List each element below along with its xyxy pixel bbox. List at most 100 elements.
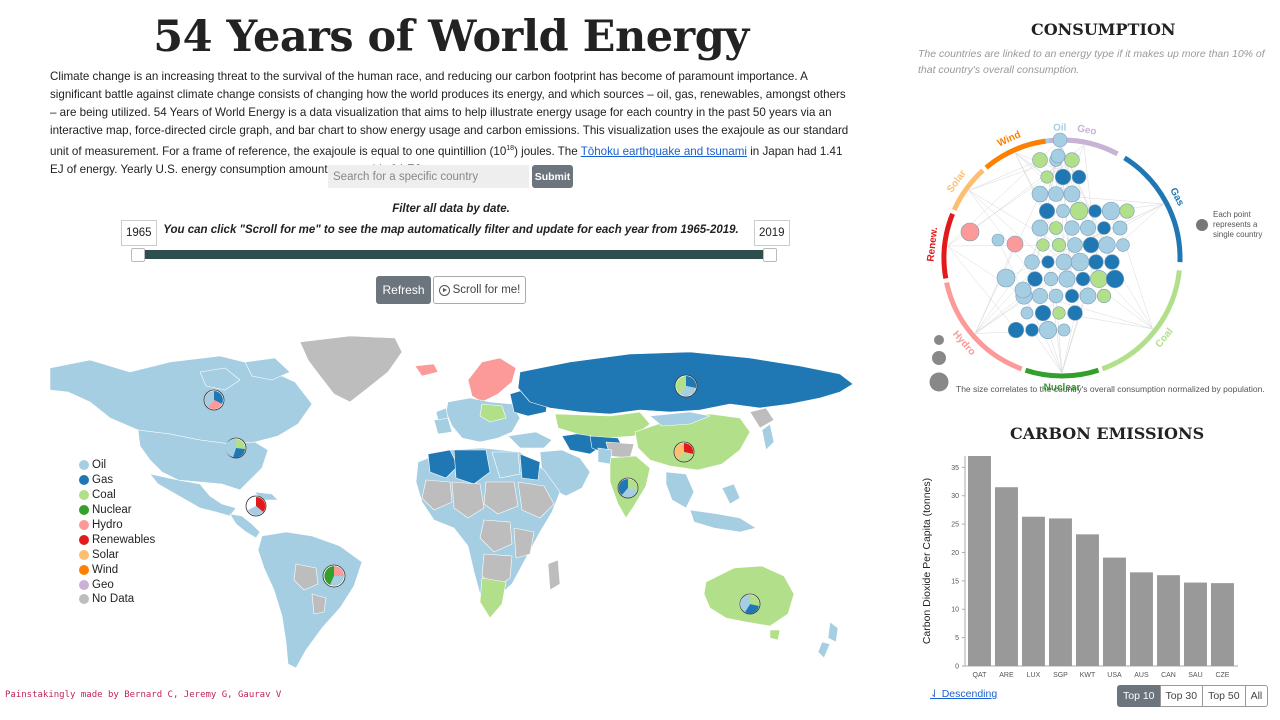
intro-text: Climate change is an increasing threat t…	[50, 70, 849, 158]
map-country	[491, 451, 521, 479]
refresh-button[interactable]: Refresh	[376, 276, 431, 304]
consumption-circle-graph[interactable]: Oil Gas Coal Nuclear Hydro Renew. Solar Wind Geo	[920, 90, 1280, 400]
slider-end-handle[interactable]	[763, 248, 777, 262]
tohoku-link[interactable]: Tōhoku earthquake and tsunami	[580, 144, 747, 158]
y-tick-label: 25	[951, 522, 959, 529]
country-bubble	[1067, 237, 1083, 253]
country-bubble	[1071, 169, 1087, 185]
year-range-slider[interactable]	[137, 250, 770, 259]
filter-title: Filter all data by date.	[392, 203, 510, 215]
legend-item-no-data: No Data	[79, 592, 155, 607]
scroll-for-me-button[interactable]: Scroll for me!	[433, 276, 526, 304]
map-country	[649, 411, 711, 427]
map-legend: Oil Gas Coal Nuclear Hydro Renewables So…	[79, 458, 155, 607]
y-tick-label: 0	[955, 664, 959, 671]
country-link-line	[968, 190, 1036, 280]
map-country	[229, 513, 261, 539]
map-country	[749, 407, 775, 429]
end-year-label: 2019	[754, 220, 790, 246]
consumption-title: CONSUMPTION	[1031, 20, 1176, 39]
country-bubble	[1082, 236, 1100, 254]
country-search-input[interactable]	[328, 165, 529, 188]
top-30-button[interactable]: Top 30	[1159, 685, 1204, 707]
map-country	[665, 471, 695, 509]
intro-exponent: 18	[506, 145, 515, 152]
carbon-bar-chart: Carbon Dioxide Per Capita (tonnes) 0 5 10 15…	[918, 446, 1243, 686]
sort-label: Descending	[941, 688, 998, 700]
country-link-line	[1031, 329, 1063, 374]
country-bubble	[1048, 186, 1064, 202]
legend-swatch	[79, 460, 89, 471]
legend-label: Renewables	[92, 533, 156, 546]
map-country	[479, 403, 507, 423]
energy-arc-label: Nuclear	[1044, 383, 1081, 394]
energy-arc-label: Oil	[1053, 123, 1067, 134]
country-bubble	[996, 268, 1016, 288]
country-bubble	[1014, 281, 1032, 299]
sort-descending-link[interactable]: ⇃ Descending	[930, 688, 998, 700]
bar-kwt	[1076, 534, 1099, 666]
country-bubble	[1067, 305, 1083, 321]
map-country	[817, 641, 831, 659]
legend-item-gas: Gas	[79, 473, 155, 488]
legend-label: No Data	[92, 593, 135, 606]
legend-item-renewables: Renewables	[79, 532, 155, 547]
energy-arc-gas	[1123, 155, 1183, 263]
pie-glyph-china	[673, 441, 695, 463]
energy-arc-wind	[984, 138, 1046, 170]
legend-swatch	[79, 475, 89, 486]
submit-button[interactable]: Submit	[532, 165, 573, 188]
legend-swatch	[79, 505, 89, 516]
x-tick-label: AUS	[1134, 672, 1149, 679]
country-bubble	[1006, 235, 1024, 253]
size-legend-circle	[934, 335, 944, 345]
country-bubble	[1050, 148, 1066, 164]
map-country	[421, 479, 453, 511]
country-bubble	[1088, 254, 1104, 270]
bar-can	[1157, 575, 1180, 666]
point-note: Each point represents a single country	[1196, 210, 1269, 240]
map-country	[293, 563, 319, 591]
pie-glyph-canada	[203, 389, 225, 411]
country-bubble	[1101, 201, 1121, 221]
country-bubble	[991, 233, 1005, 247]
bar-aus	[1130, 572, 1153, 666]
search-bar: Submit	[328, 165, 573, 188]
country-bubble	[1052, 132, 1068, 148]
country-bubble	[1056, 204, 1070, 218]
country-bubble	[1064, 152, 1080, 168]
country-bubble	[1088, 204, 1102, 218]
legend-item-nuclear: Nuclear	[79, 503, 155, 518]
all-button[interactable]: All	[1244, 685, 1269, 707]
legend-label: Wind	[92, 563, 119, 576]
legend-item-oil: Oil	[79, 458, 155, 473]
legend-label: Oil	[92, 459, 107, 472]
map-country	[414, 363, 439, 377]
world-map[interactable]	[49, 332, 854, 678]
legend-item-coal: Coal	[79, 488, 155, 503]
energy-arc-nuclear	[1024, 367, 1100, 379]
x-tick-label: SGP	[1053, 672, 1068, 679]
slider-start-handle[interactable]	[131, 248, 145, 262]
country-bubble	[1054, 168, 1072, 186]
country-bubble	[1032, 152, 1048, 168]
y-tick-label: 30	[951, 493, 959, 500]
top-50-button[interactable]: Top 50	[1202, 685, 1246, 707]
country-bubble	[1098, 236, 1116, 254]
map-country	[547, 559, 561, 591]
map-country	[427, 449, 459, 479]
top-10-button[interactable]: Top 10	[1117, 685, 1161, 707]
map-country	[199, 367, 241, 391]
country-bubble	[1064, 220, 1080, 236]
legend-item-hydro: Hydro	[79, 518, 155, 533]
x-tick-label: KWT	[1080, 672, 1096, 679]
bar-qat	[968, 456, 991, 666]
country-bubble	[1025, 323, 1039, 337]
country-bubble	[1031, 219, 1049, 237]
map-country	[257, 531, 363, 669]
legend-label: Nuclear	[92, 504, 132, 517]
country-bubble	[1048, 288, 1064, 304]
country-link-line	[1015, 152, 1096, 212]
map-country	[467, 357, 517, 403]
legend-swatch	[79, 534, 89, 545]
